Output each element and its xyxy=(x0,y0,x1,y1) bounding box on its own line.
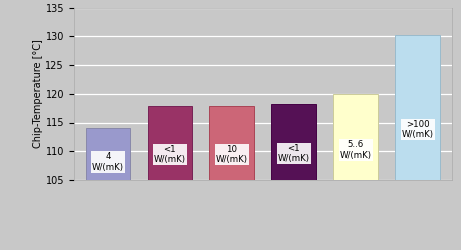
Bar xyxy=(209,106,254,180)
Text: <1
W/(mK): <1 W/(mK) xyxy=(278,144,310,163)
Text: 4
W/(mK): 4 W/(mK) xyxy=(92,152,124,172)
Text: 5..6
W/(mK): 5..6 W/(mK) xyxy=(340,140,372,160)
Bar xyxy=(396,35,440,180)
Text: >100
W/(mK): >100 W/(mK) xyxy=(402,120,434,139)
Text: 10
W/(mK): 10 W/(mK) xyxy=(216,144,248,164)
Text: <1
W/(mK): <1 W/(mK) xyxy=(154,144,186,164)
Bar xyxy=(333,94,378,180)
Bar xyxy=(272,104,316,180)
Bar xyxy=(148,106,192,180)
Bar xyxy=(86,128,130,180)
Y-axis label: Chip-Temperature [°C]: Chip-Temperature [°C] xyxy=(33,39,42,148)
